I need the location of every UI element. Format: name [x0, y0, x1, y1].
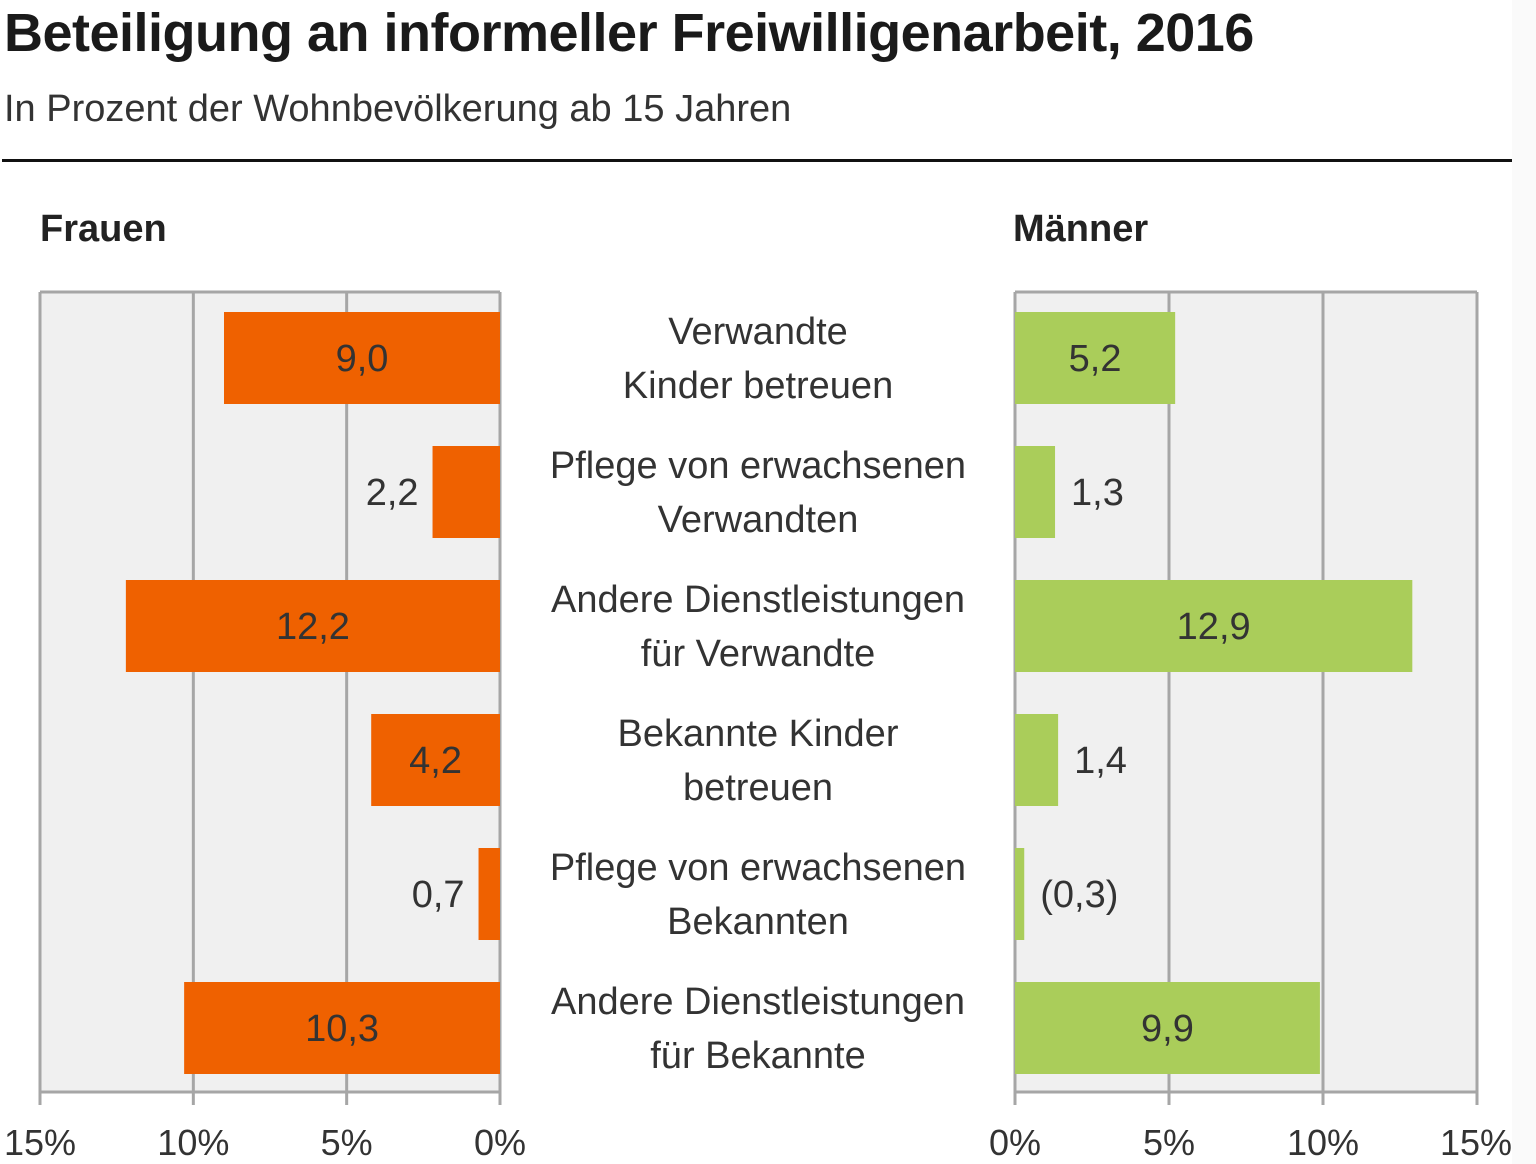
- category-label: Kinder betreuen: [623, 365, 893, 407]
- data-label-maenner: 1,3: [1071, 472, 1124, 514]
- data-label-maenner: 9,9: [1141, 1008, 1194, 1050]
- bar-maenner: [1015, 982, 1320, 1074]
- chart-subtitle: In Prozent der Wohnbevölkerung ab 15 Jah…: [4, 88, 792, 130]
- x-tick-label-frauen: 15%: [4, 1122, 76, 1163]
- data-label-frauen: 0,7: [412, 874, 465, 916]
- category-label: Verwandte: [668, 311, 848, 353]
- bar-maenner: [1015, 580, 1413, 672]
- plot-area-frauen: [40, 292, 500, 1092]
- bar-frauen: [371, 714, 500, 806]
- bar-frauen: [432, 446, 500, 538]
- data-label-maenner: (0,3): [1040, 874, 1118, 916]
- panel-title-frauen: Frauen: [40, 208, 167, 250]
- bar-frauen: [224, 312, 500, 404]
- bar-maenner: [1015, 312, 1176, 404]
- bar-frauen: [184, 982, 500, 1074]
- bar-maenner: [1015, 714, 1059, 806]
- x-tick-label-maenner: 5%: [1143, 1122, 1195, 1163]
- data-label-maenner: 1,4: [1074, 740, 1127, 782]
- data-label-maenner: 12,9: [1177, 606, 1251, 648]
- x-tick-label-frauen: 0%: [474, 1122, 526, 1163]
- data-label-maenner: 5,2: [1069, 338, 1122, 380]
- x-tick-label-frauen: 10%: [157, 1122, 229, 1163]
- data-label-frauen: 9,0: [336, 338, 389, 380]
- data-label-frauen: 10,3: [305, 1008, 379, 1050]
- x-tick-label-maenner: 10%: [1287, 1122, 1359, 1163]
- category-label: für Verwandte: [641, 633, 875, 675]
- data-label-frauen: 2,2: [366, 472, 419, 514]
- chart-title: Beteiligung an informeller Freiwilligena…: [4, 3, 1254, 63]
- header-divider: [2, 159, 1512, 162]
- category-label: Verwandten: [658, 499, 859, 541]
- bar-frauen: [478, 848, 500, 940]
- category-label: für Bekannte: [650, 1035, 865, 1077]
- bar-frauen: [125, 580, 500, 672]
- x-tick-label-maenner: 15%: [1440, 1122, 1512, 1163]
- category-label: Bekannte Kinder: [618, 713, 899, 755]
- category-label: Pflege von erwachsenen: [550, 445, 966, 487]
- category-label: Andere Dienstleistungen: [551, 981, 965, 1023]
- bar-maenner: [1015, 848, 1025, 940]
- panel-title-maenner: Männer: [1013, 208, 1149, 250]
- x-tick-label-frauen: 5%: [321, 1122, 373, 1163]
- data-label-frauen: 12,2: [276, 606, 350, 648]
- category-label: Andere Dienstleistungen: [551, 579, 965, 621]
- category-label: betreuen: [683, 767, 833, 809]
- plot-area-maenner: [1015, 292, 1477, 1092]
- category-label: Bekannten: [667, 901, 849, 943]
- bar-maenner: [1015, 446, 1056, 538]
- data-label-frauen: 4,2: [409, 740, 462, 782]
- category-label: Pflege von erwachsenen: [550, 847, 966, 889]
- x-tick-label-maenner: 0%: [989, 1122, 1041, 1163]
